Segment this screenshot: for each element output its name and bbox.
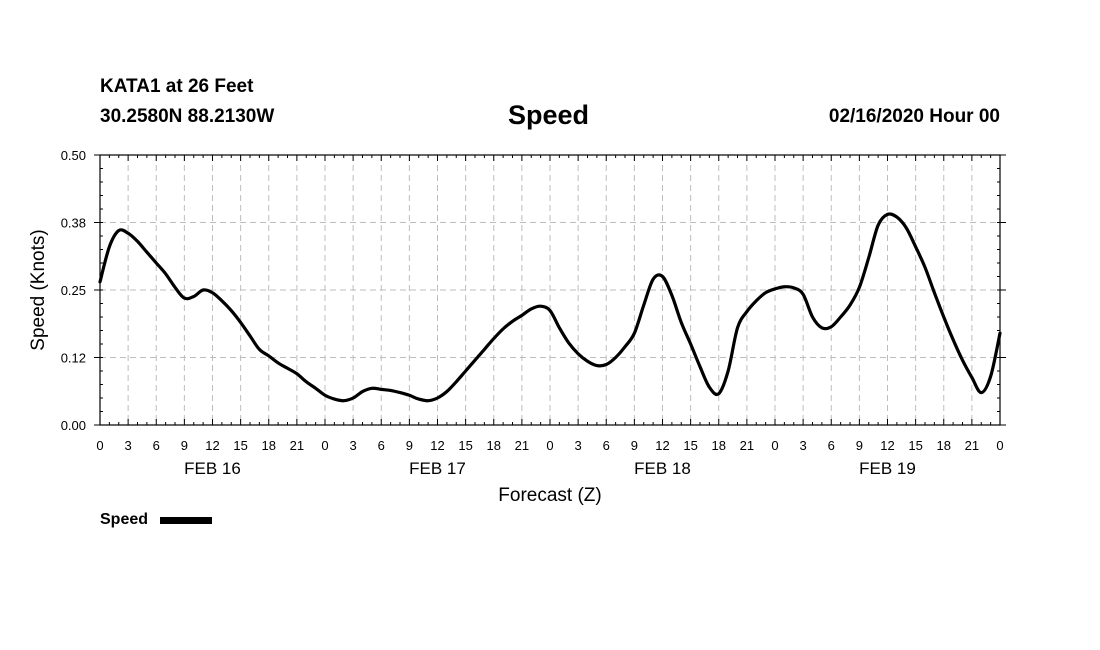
- y-axis-title: Speed (Knots): [28, 229, 49, 350]
- day-label: FEB 16: [184, 459, 241, 478]
- series-line-speed: [98, 212, 1002, 403]
- x-tick-label: 15: [908, 438, 922, 453]
- x-tick-label: 9: [406, 438, 413, 453]
- x-tick-label: 18: [487, 438, 501, 453]
- y-tick-label: 0.12: [61, 351, 86, 366]
- x-tick-label: 12: [880, 438, 894, 453]
- day-label: FEB 17: [409, 459, 466, 478]
- y-tick-label: 0.25: [61, 283, 86, 298]
- x-tick-label: 3: [350, 438, 357, 453]
- x-tick-label: 21: [965, 438, 979, 453]
- x-tick-label: 12: [430, 438, 444, 453]
- x-tick-label: 18: [937, 438, 951, 453]
- x-tick-label: 15: [458, 438, 472, 453]
- x-tick-label: 0: [996, 438, 1003, 453]
- x-tick-label: 0: [546, 438, 553, 453]
- x-tick-label: 3: [800, 438, 807, 453]
- x-tick-label: 6: [378, 438, 385, 453]
- x-tick-label: 3: [575, 438, 582, 453]
- legend-swatch: [160, 517, 212, 524]
- x-tick-label: 21: [515, 438, 529, 453]
- x-tick-label: 21: [740, 438, 754, 453]
- x-tick-label: 15: [683, 438, 697, 453]
- legend-label: Speed: [100, 511, 148, 528]
- x-tick-label: 0: [771, 438, 778, 453]
- y-tick-label: 0.00: [61, 418, 86, 433]
- x-tick-label: 15: [233, 438, 247, 453]
- x-tick-label: 12: [655, 438, 669, 453]
- x-tick-label: 6: [153, 438, 160, 453]
- x-tick-label: 9: [856, 438, 863, 453]
- x-tick-label: 0: [96, 438, 103, 453]
- x-tick-label: 6: [603, 438, 610, 453]
- x-tick-label: 3: [125, 438, 132, 453]
- y-tick-label: 0.50: [61, 148, 86, 163]
- day-label: FEB 18: [634, 459, 691, 478]
- x-tick-label: 6: [828, 438, 835, 453]
- coordinates-label: 30.2580N 88.2130W: [100, 106, 275, 127]
- x-tick-label: 0: [321, 438, 328, 453]
- y-tick-label: 0.38: [61, 216, 86, 231]
- day-label: FEB 19: [859, 459, 916, 478]
- x-tick-label: 9: [181, 438, 188, 453]
- x-tick-label: 21: [290, 438, 304, 453]
- x-axis-title: Forecast (Z): [498, 485, 601, 506]
- x-tick-label: 18: [262, 438, 276, 453]
- x-tick-label: 18: [712, 438, 726, 453]
- chart-title: Speed: [508, 100, 590, 130]
- x-tick-label: 12: [205, 438, 219, 453]
- x-tick-label: 9: [631, 438, 638, 453]
- station-label: KATA1 at 26 Feet: [100, 76, 254, 97]
- forecast-datetime: 02/16/2020 Hour 00: [828, 106, 1000, 127]
